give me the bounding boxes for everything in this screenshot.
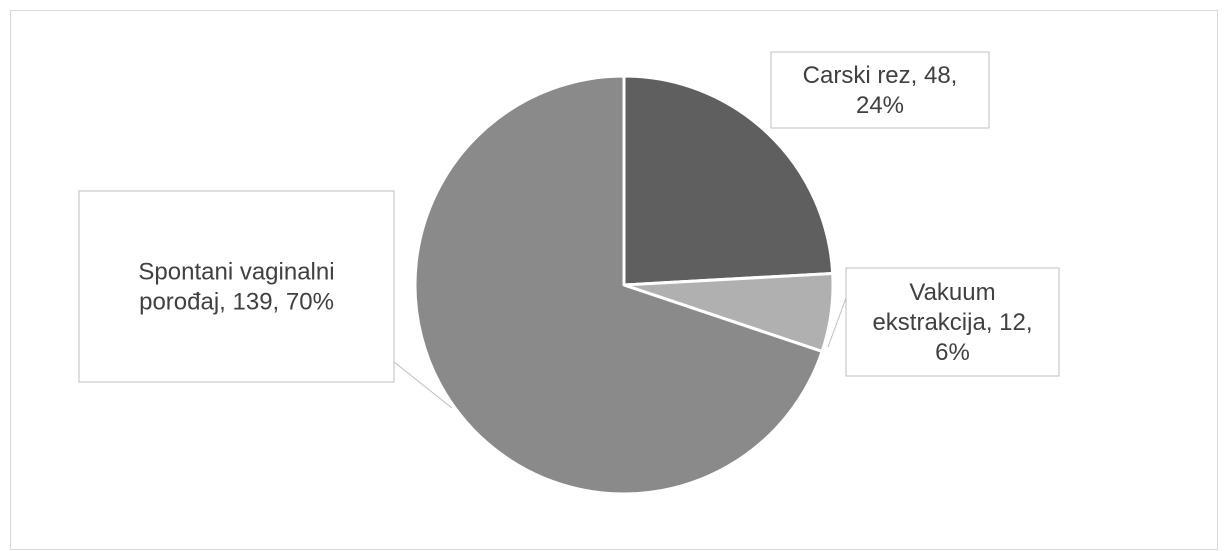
- callout-box: [78, 190, 395, 383]
- leader-line: [393, 361, 453, 409]
- data-label-text: Carski rez, 48,: [803, 62, 958, 89]
- pie-slice-carski-rez: [622, 74, 835, 287]
- data-label-text: porođaj, 139, 70%: [139, 289, 334, 316]
- data-label-carski-rez: Carski rez, 48, 24%: [770, 51, 990, 129]
- data-label-callouts: Carski rez, 48, 24% Vakuum ekstrakcija, 12,…: [78, 51, 1060, 409]
- data-label-text: ekstrakcija, 12,: [872, 309, 1032, 336]
- data-label-vakuum-ekstrakcija: Vakuum ekstrakcija, 12, 6%: [827, 267, 1060, 377]
- data-label-text: Spontani vaginalni: [138, 259, 334, 286]
- pie-slice-spontani-vaginalni-poro-aj: [413, 74, 824, 496]
- data-label-text: 24%: [856, 92, 904, 119]
- data-label-text: Vakuum: [909, 279, 995, 306]
- pie-slices: [413, 74, 835, 496]
- leader-line: [827, 297, 847, 348]
- data-label-spontani-vaginalni-poro-aj: Spontani vaginalni porođaj, 139, 70%: [78, 190, 453, 409]
- data-label-text: 6%: [935, 339, 970, 366]
- callout-box: [845, 267, 1060, 377]
- callout-box: [770, 51, 990, 129]
